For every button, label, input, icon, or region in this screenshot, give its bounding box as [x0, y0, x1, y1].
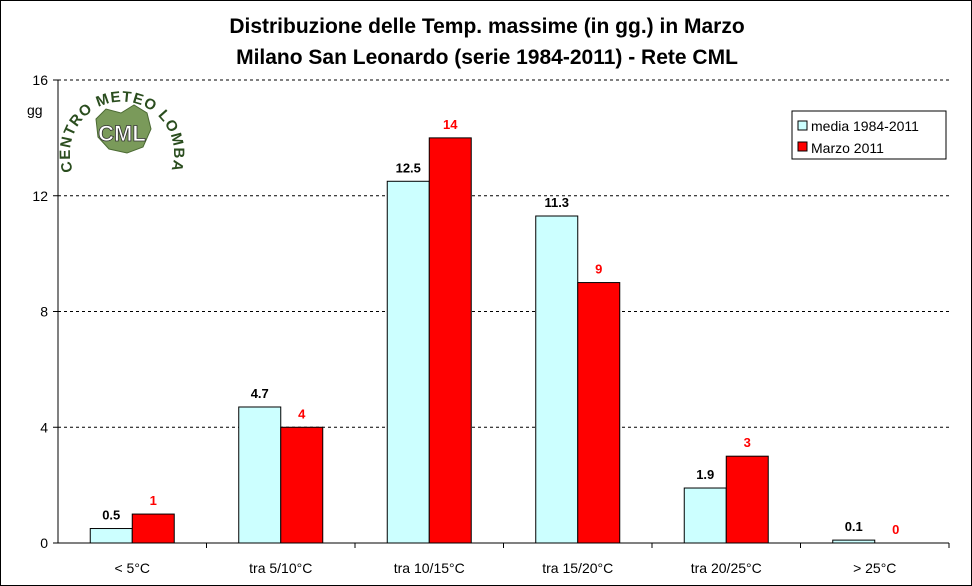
cml-logo: CML CENTRO METEO LOMBARDO	[1, 1, 187, 174]
legend-label-marzo: Marzo 2011	[811, 140, 884, 156]
y-axis-label: gg	[27, 102, 43, 118]
x-tick-label: < 5°C	[114, 560, 150, 576]
bar-marzo	[280, 426, 324, 544]
bars	[89, 137, 876, 544]
bar-media	[386, 180, 430, 544]
x-tick-label: tra 20/25°C	[691, 560, 762, 576]
data-label: 9	[595, 262, 602, 277]
data-label: 0	[892, 522, 899, 537]
data-label: 11.3	[544, 195, 569, 210]
bar-marzo	[725, 455, 769, 544]
legend-swatch-marzo	[797, 141, 808, 152]
legend-box	[791, 110, 947, 160]
data-label: 3	[744, 435, 751, 450]
data-label: 4.7	[251, 386, 269, 401]
legend-label-media: media 1984-2011	[811, 118, 919, 134]
data-label: 1.9	[696, 467, 714, 482]
bar-marzo	[577, 282, 621, 544]
bar-media	[683, 487, 727, 544]
y-tick-label: 16	[32, 72, 48, 88]
bar-media	[89, 528, 133, 544]
data-label: 1	[150, 493, 157, 508]
bar-media	[238, 406, 282, 544]
lombardy-map-icon	[95, 104, 152, 154]
bar-media	[832, 539, 876, 544]
grid-lines	[58, 79, 949, 428]
data-label: 4	[298, 406, 306, 421]
x-tick-label: > 25°C	[853, 560, 896, 576]
y-tick-label: 8	[40, 304, 48, 320]
bar-marzo	[131, 513, 175, 544]
x-tick-label: tra 5/10°C	[249, 560, 312, 576]
bar-marzo	[428, 137, 472, 544]
x-tick-label: tra 15/20°C	[542, 560, 613, 576]
legend: media 1984-2011 Marzo 2011	[791, 110, 947, 160]
data-label: 14	[443, 117, 458, 132]
logo-arc-text: CENTRO METEO LOMBARDO	[1, 1, 187, 174]
bar-media	[535, 215, 579, 544]
x-tick-label: tra 10/15°C	[394, 560, 465, 576]
chart-subtitle: Milano San Leonardo (serie 1984-2011) - …	[236, 46, 738, 69]
data-labels: 0.5 1 4.7 4 12.5 14 11.3 9 1.9 3 0.1 0	[102, 117, 899, 537]
y-tick-label: 4	[40, 419, 48, 435]
data-label: 0.1	[845, 519, 863, 534]
axes: 0 4 8 12 16 < 5°C tra 5/10°C tra 10/15°C tra 15/…	[32, 72, 950, 576]
legend-swatch-media	[797, 120, 808, 131]
y-tick-label: 12	[32, 188, 48, 204]
chart-title: Distribuzione delle Temp. massime (in gg…	[229, 15, 744, 38]
data-label: 0.5	[102, 508, 120, 523]
logo-center-text: CML	[98, 121, 146, 146]
data-label: 12.5	[396, 160, 421, 175]
y-tick-label: 0	[40, 535, 48, 551]
